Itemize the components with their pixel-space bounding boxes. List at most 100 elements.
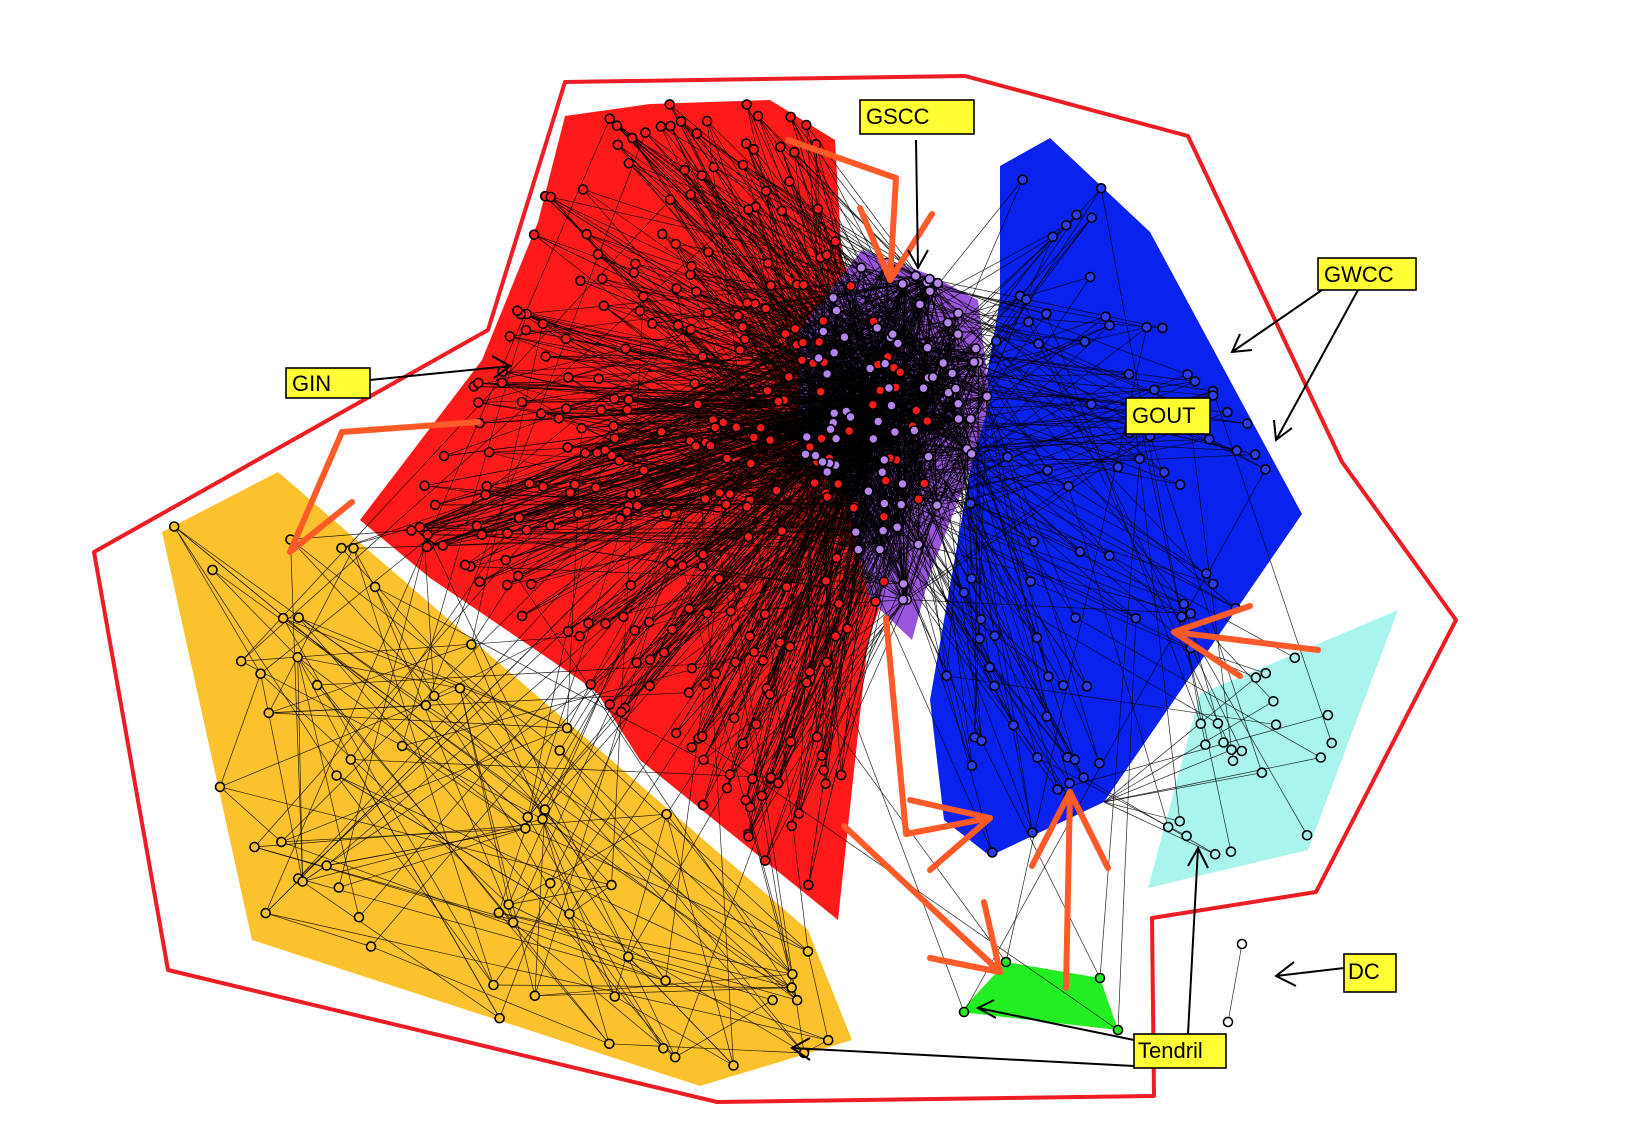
network-node <box>520 324 532 336</box>
network-edge <box>818 276 1091 359</box>
network-edge <box>1190 613 1274 702</box>
network-node <box>679 164 691 176</box>
network-node <box>990 335 1002 347</box>
network-edge <box>833 413 869 492</box>
network-edge <box>635 263 837 311</box>
network-edge <box>1057 714 1328 790</box>
network-edge <box>173 526 793 975</box>
network-node <box>626 132 638 144</box>
network-node <box>830 630 841 642</box>
network-edge <box>433 695 616 997</box>
network-node <box>811 731 823 743</box>
network-edge <box>1103 757 1321 803</box>
network-edge <box>254 484 576 848</box>
network-edge <box>882 454 1256 473</box>
network-edge <box>265 118 611 914</box>
network-node <box>561 722 573 734</box>
network-node <box>1256 767 1268 779</box>
network-edge <box>876 327 879 422</box>
network-edge <box>508 813 667 905</box>
network-node <box>734 344 746 356</box>
network-node <box>1207 578 1219 590</box>
network-node <box>870 596 881 607</box>
network-edge <box>290 496 828 540</box>
network-node <box>1094 757 1105 769</box>
network-node <box>569 479 581 490</box>
network-node <box>843 425 855 437</box>
network-edge <box>669 199 824 332</box>
network-edge <box>894 217 1092 433</box>
network-edge <box>901 469 1048 505</box>
network-node <box>348 542 359 554</box>
network-node <box>897 478 908 490</box>
network-edge <box>726 458 859 550</box>
network-node <box>276 836 287 848</box>
network-node <box>772 396 784 407</box>
network-node <box>743 531 754 543</box>
network-edge <box>1099 458 1141 979</box>
network-edge <box>542 818 629 957</box>
label-gwcc: GWCC <box>1317 257 1417 291</box>
network-edge <box>544 492 827 810</box>
network-node <box>786 982 798 993</box>
network-edge <box>706 120 830 464</box>
network-edge <box>173 526 261 674</box>
network-node <box>764 688 776 700</box>
network-edge <box>350 533 508 760</box>
network-node <box>864 363 876 374</box>
network-edge <box>443 278 930 457</box>
network-edge <box>609 1043 805 1054</box>
network-edge <box>459 688 798 1001</box>
network-edge <box>748 599 904 837</box>
network-node <box>1002 451 1013 463</box>
network-node <box>345 754 357 765</box>
network-node <box>776 205 788 217</box>
network-edge <box>702 526 898 737</box>
network-node <box>699 678 711 690</box>
network-node <box>574 630 586 642</box>
network-node <box>1236 745 1248 757</box>
network-node <box>714 487 725 499</box>
network-node <box>800 119 812 131</box>
network-edge <box>631 137 834 423</box>
network-edge <box>928 377 959 420</box>
network-edge <box>855 438 874 533</box>
network-node <box>661 507 673 519</box>
network-node <box>235 655 247 667</box>
network-node <box>1043 671 1054 682</box>
network-node <box>1201 568 1212 579</box>
network-node <box>1209 848 1221 860</box>
network-node <box>697 351 708 362</box>
network-node <box>740 794 752 806</box>
network-node <box>644 680 656 692</box>
network-edge <box>806 282 906 438</box>
network-node <box>741 501 753 513</box>
network-edge <box>860 267 972 455</box>
network-node <box>537 318 549 330</box>
network-node <box>952 398 964 410</box>
network-node <box>739 333 751 345</box>
network-edge <box>493 984 792 988</box>
network-edge <box>833 179 1023 414</box>
network-edge <box>471 323 544 645</box>
network-node <box>797 337 809 348</box>
network-edge <box>958 312 1163 329</box>
network-edge <box>830 429 1038 758</box>
network-node <box>952 307 964 319</box>
network-edge <box>790 549 881 742</box>
network-edge <box>297 657 352 760</box>
network-node <box>724 769 736 780</box>
network-edge <box>750 463 883 473</box>
network-edge <box>884 459 1185 605</box>
network-node <box>783 371 795 383</box>
network-edge <box>697 404 834 424</box>
network-edge <box>290 539 303 882</box>
network-edge <box>970 316 1106 420</box>
network-edge <box>569 884 612 915</box>
network-node <box>1157 322 1168 334</box>
network-node <box>1315 752 1327 763</box>
network-edge <box>932 376 1058 790</box>
network-node <box>622 951 634 963</box>
network-node <box>744 801 756 813</box>
network-node <box>459 559 471 571</box>
